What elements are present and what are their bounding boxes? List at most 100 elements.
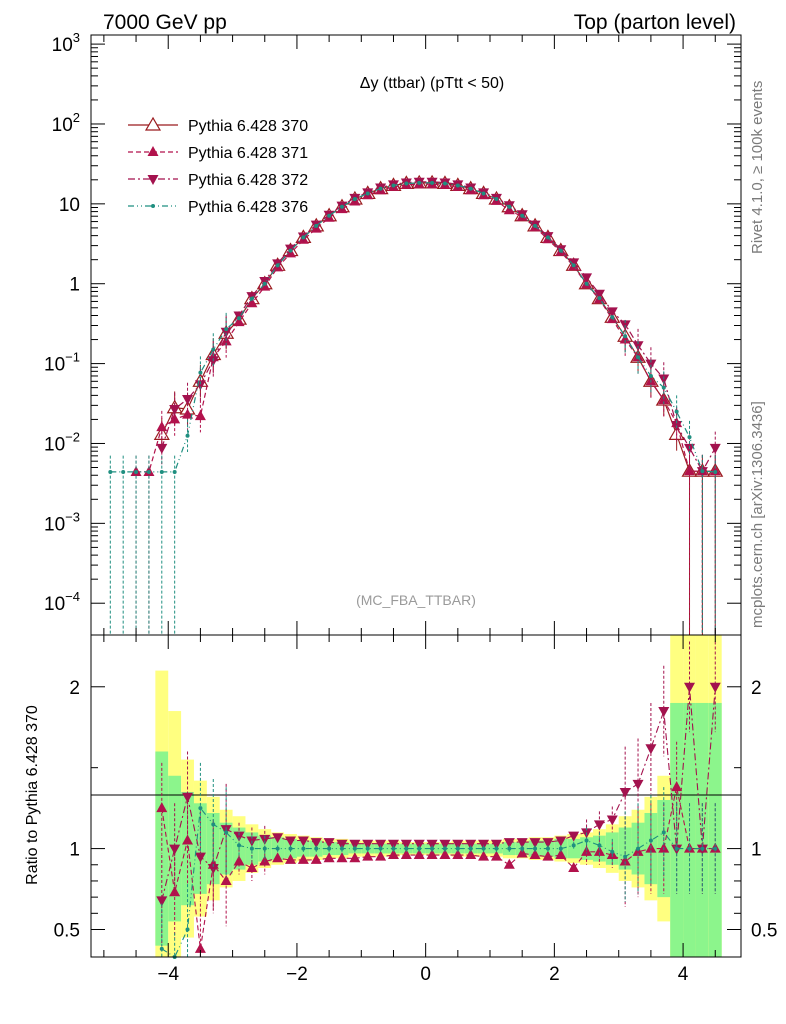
data-point (661, 385, 666, 390)
ratio-point (584, 838, 589, 843)
legend-item: Pythia 6.428 371 (128, 145, 308, 162)
ratio-point (619, 855, 631, 866)
ratio-line (161, 806, 716, 958)
ratio-point (542, 838, 554, 849)
y-tick-label: 10−4 (44, 589, 80, 615)
ratio-point (404, 846, 409, 851)
y-tick-label: 10 (59, 195, 80, 216)
legend-item: Pythia 6.428 370 (128, 116, 308, 135)
ratio-point (555, 836, 567, 847)
ratio-point (490, 839, 502, 850)
legend-marker (144, 116, 162, 131)
ratio-frame (90, 634, 742, 958)
data-point (378, 186, 383, 191)
x-tick-label: 4 (678, 964, 689, 985)
ratio-point (182, 792, 194, 803)
ratio-point (713, 846, 718, 851)
data-point (121, 469, 126, 474)
ratio-point (310, 853, 322, 864)
y-tick-label: 10−1 (44, 350, 80, 376)
ratio-point (288, 846, 293, 851)
data-point (352, 196, 357, 201)
ratio-point (597, 843, 602, 848)
ratio-y-tick-label: 1 (69, 840, 80, 861)
y-tick-label: 102 (52, 110, 80, 136)
data-point (220, 327, 232, 338)
ratio-uncertainty-bands (155, 635, 722, 957)
ratio-point (156, 896, 168, 907)
ratio-point (661, 830, 666, 835)
ratio-point (426, 849, 438, 860)
ratio-point (593, 820, 605, 831)
data-point (185, 433, 190, 438)
ratio-point (211, 822, 216, 827)
data-point (430, 180, 435, 185)
ratio-point (297, 853, 309, 864)
ratio-point (494, 846, 499, 851)
ratio-point (220, 825, 232, 836)
data-point (172, 469, 177, 474)
ratio-point (259, 834, 271, 845)
data-point (606, 307, 618, 318)
ratio-point (339, 846, 344, 851)
ratio-point (224, 830, 229, 835)
ratio-point (442, 846, 447, 851)
data-point (108, 469, 113, 474)
ratio-point (262, 846, 267, 851)
ratio-point (465, 849, 477, 860)
ratio-point (259, 855, 271, 866)
data-point (146, 469, 151, 474)
ratio-point (185, 927, 190, 932)
ratio-point (237, 843, 242, 848)
y-tick-label: 10−3 (44, 509, 80, 535)
ratio-point (387, 839, 399, 850)
legend-label: Pythia 6.428 376 (188, 199, 308, 216)
ratio-point (430, 846, 435, 851)
ratio-point (194, 852, 206, 863)
data-point (593, 289, 605, 300)
ratio-point (391, 846, 396, 851)
x-tick-label: 2 (549, 964, 560, 985)
ratio-point (220, 874, 232, 885)
data-point (417, 180, 422, 185)
data-point (645, 359, 657, 370)
plot-title: Δy (ttbar) (pTtt < 50) (360, 75, 505, 92)
ratio-point (426, 839, 438, 850)
data-point (314, 223, 319, 228)
ratio-point (413, 849, 425, 860)
data-point (494, 196, 499, 201)
ratio-point (169, 844, 181, 855)
ratio-point (503, 858, 515, 869)
series-line (110, 182, 716, 473)
ratio-point (362, 839, 374, 850)
data-point (507, 204, 512, 209)
data-point (288, 248, 293, 253)
data-point (700, 469, 705, 474)
ratio-point (362, 850, 374, 861)
series-370 (153, 174, 724, 635)
ratio-point (417, 846, 422, 851)
ratio-point (516, 847, 528, 858)
ratio-point (349, 839, 361, 850)
ratio-point (323, 852, 335, 863)
legend-label: Pythia 6.428 372 (188, 172, 308, 189)
ratio-point (568, 862, 580, 873)
ratio-point (159, 946, 164, 951)
data-point (275, 263, 280, 268)
data-point (684, 465, 696, 476)
ratio-point (452, 849, 464, 860)
ratio-point (352, 846, 357, 851)
data-point (597, 296, 602, 301)
ratio-point (687, 846, 692, 851)
ratio-point (545, 846, 550, 851)
ratio-point (619, 787, 631, 798)
ratio-point (516, 838, 528, 849)
ratio-point (400, 839, 412, 850)
data-point (169, 405, 181, 416)
ratio-point (323, 838, 335, 849)
data-point (610, 315, 615, 320)
data-point (558, 248, 563, 253)
data-point (194, 380, 206, 391)
legend-item: Pythia 6.428 372 (128, 172, 308, 189)
ratio-point (520, 846, 525, 851)
